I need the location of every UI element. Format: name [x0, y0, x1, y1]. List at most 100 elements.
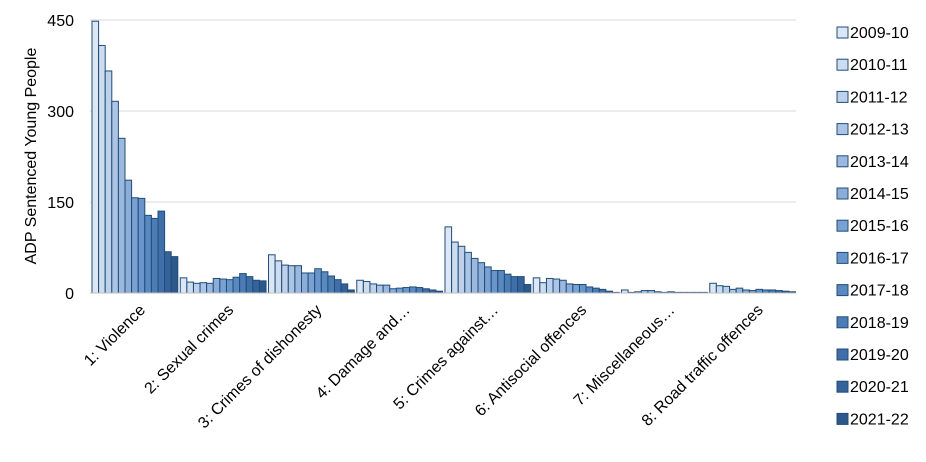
bar	[539, 282, 547, 294]
bar	[477, 262, 486, 294]
legend: 2009-10 2010-11 2011-12 2012-13 2013-14 2014-…	[836, 25, 909, 428]
bar	[245, 276, 254, 294]
legend-label: 2009-10	[850, 25, 909, 42]
bar	[470, 257, 479, 294]
bar	[212, 277, 221, 294]
bar	[274, 260, 283, 294]
legend-swatch	[836, 348, 849, 361]
y-tick-label: 450	[47, 13, 74, 30]
bar	[709, 282, 717, 294]
bar	[137, 197, 146, 294]
bar	[219, 278, 227, 294]
bar	[572, 284, 580, 294]
bars	[91, 20, 797, 294]
bar	[409, 286, 417, 294]
bar	[239, 273, 247, 294]
bar	[144, 214, 152, 294]
bar	[334, 279, 342, 294]
bar	[170, 256, 179, 294]
bar	[314, 268, 322, 294]
x-tick-label: 4: Damage and…	[313, 302, 414, 403]
bar	[301, 272, 309, 294]
legend-label: 2015-16	[850, 218, 909, 235]
bar	[91, 20, 100, 294]
legend-swatch	[836, 123, 849, 136]
gridlines	[90, 19, 796, 203]
legend-swatch	[836, 316, 849, 329]
bar	[598, 288, 607, 294]
legend-label: 2012-13	[850, 122, 909, 139]
bar	[192, 282, 201, 294]
bar	[545, 277, 554, 294]
bar	[389, 288, 397, 294]
bar	[376, 284, 384, 294]
bar	[104, 70, 113, 294]
bar	[532, 277, 541, 294]
bar	[252, 279, 260, 294]
bar	[111, 100, 119, 294]
bar	[510, 276, 519, 294]
bar	[186, 281, 194, 294]
bar	[402, 287, 411, 294]
bar	[327, 275, 335, 294]
bar	[199, 282, 208, 294]
legend-swatch	[836, 26, 849, 39]
legend-label: 2010-11	[850, 57, 908, 74]
bar	[735, 287, 744, 294]
bar	[131, 197, 139, 294]
legend-label: 2017-18	[850, 283, 909, 300]
bar	[98, 44, 106, 294]
legend-swatch	[836, 251, 849, 264]
legend-label: 2021-22	[850, 411, 909, 428]
bar	[124, 179, 133, 294]
legend-swatch	[836, 284, 849, 297]
bar	[457, 245, 466, 294]
bar	[422, 288, 430, 294]
bar	[179, 277, 188, 294]
y-tick-label: 150	[47, 195, 74, 212]
bar	[729, 288, 737, 294]
y-tick-label: 300	[47, 104, 74, 121]
bar	[287, 265, 296, 294]
bar	[585, 286, 594, 294]
bar	[552, 278, 561, 294]
legend-swatch	[836, 90, 849, 103]
legend-label: 2016-17	[850, 250, 909, 267]
bar	[362, 280, 371, 294]
bar	[356, 279, 364, 294]
bar	[503, 273, 512, 294]
bar	[369, 283, 378, 294]
bar	[415, 287, 424, 294]
y-axis-label: ADP Sentenced Young People	[23, 48, 40, 265]
bar	[395, 287, 404, 294]
bar	[722, 285, 731, 294]
bar	[268, 254, 276, 294]
bar	[517, 276, 525, 294]
bar	[578, 284, 587, 294]
legend-label: 2020-21	[850, 379, 909, 396]
bar	[206, 282, 214, 294]
bar	[565, 283, 574, 294]
x-tick-label: 1: Violence	[81, 302, 149, 370]
bar	[164, 251, 172, 294]
bar	[484, 266, 492, 294]
bar	[225, 279, 234, 294]
bar	[232, 276, 241, 294]
legend-label: 2013-14	[850, 154, 909, 171]
legend-swatch	[836, 380, 849, 393]
legend-swatch	[836, 187, 849, 200]
y-tick-label: 0	[65, 286, 74, 303]
bar	[382, 284, 391, 294]
bar	[340, 283, 349, 294]
legend-swatch	[836, 155, 849, 168]
bar	[592, 287, 600, 294]
bar	[444, 226, 453, 294]
bar	[523, 284, 532, 294]
bar	[755, 288, 764, 294]
bar	[320, 271, 329, 294]
bar	[451, 241, 459, 294]
bar	[490, 270, 499, 294]
bar	[294, 265, 302, 294]
